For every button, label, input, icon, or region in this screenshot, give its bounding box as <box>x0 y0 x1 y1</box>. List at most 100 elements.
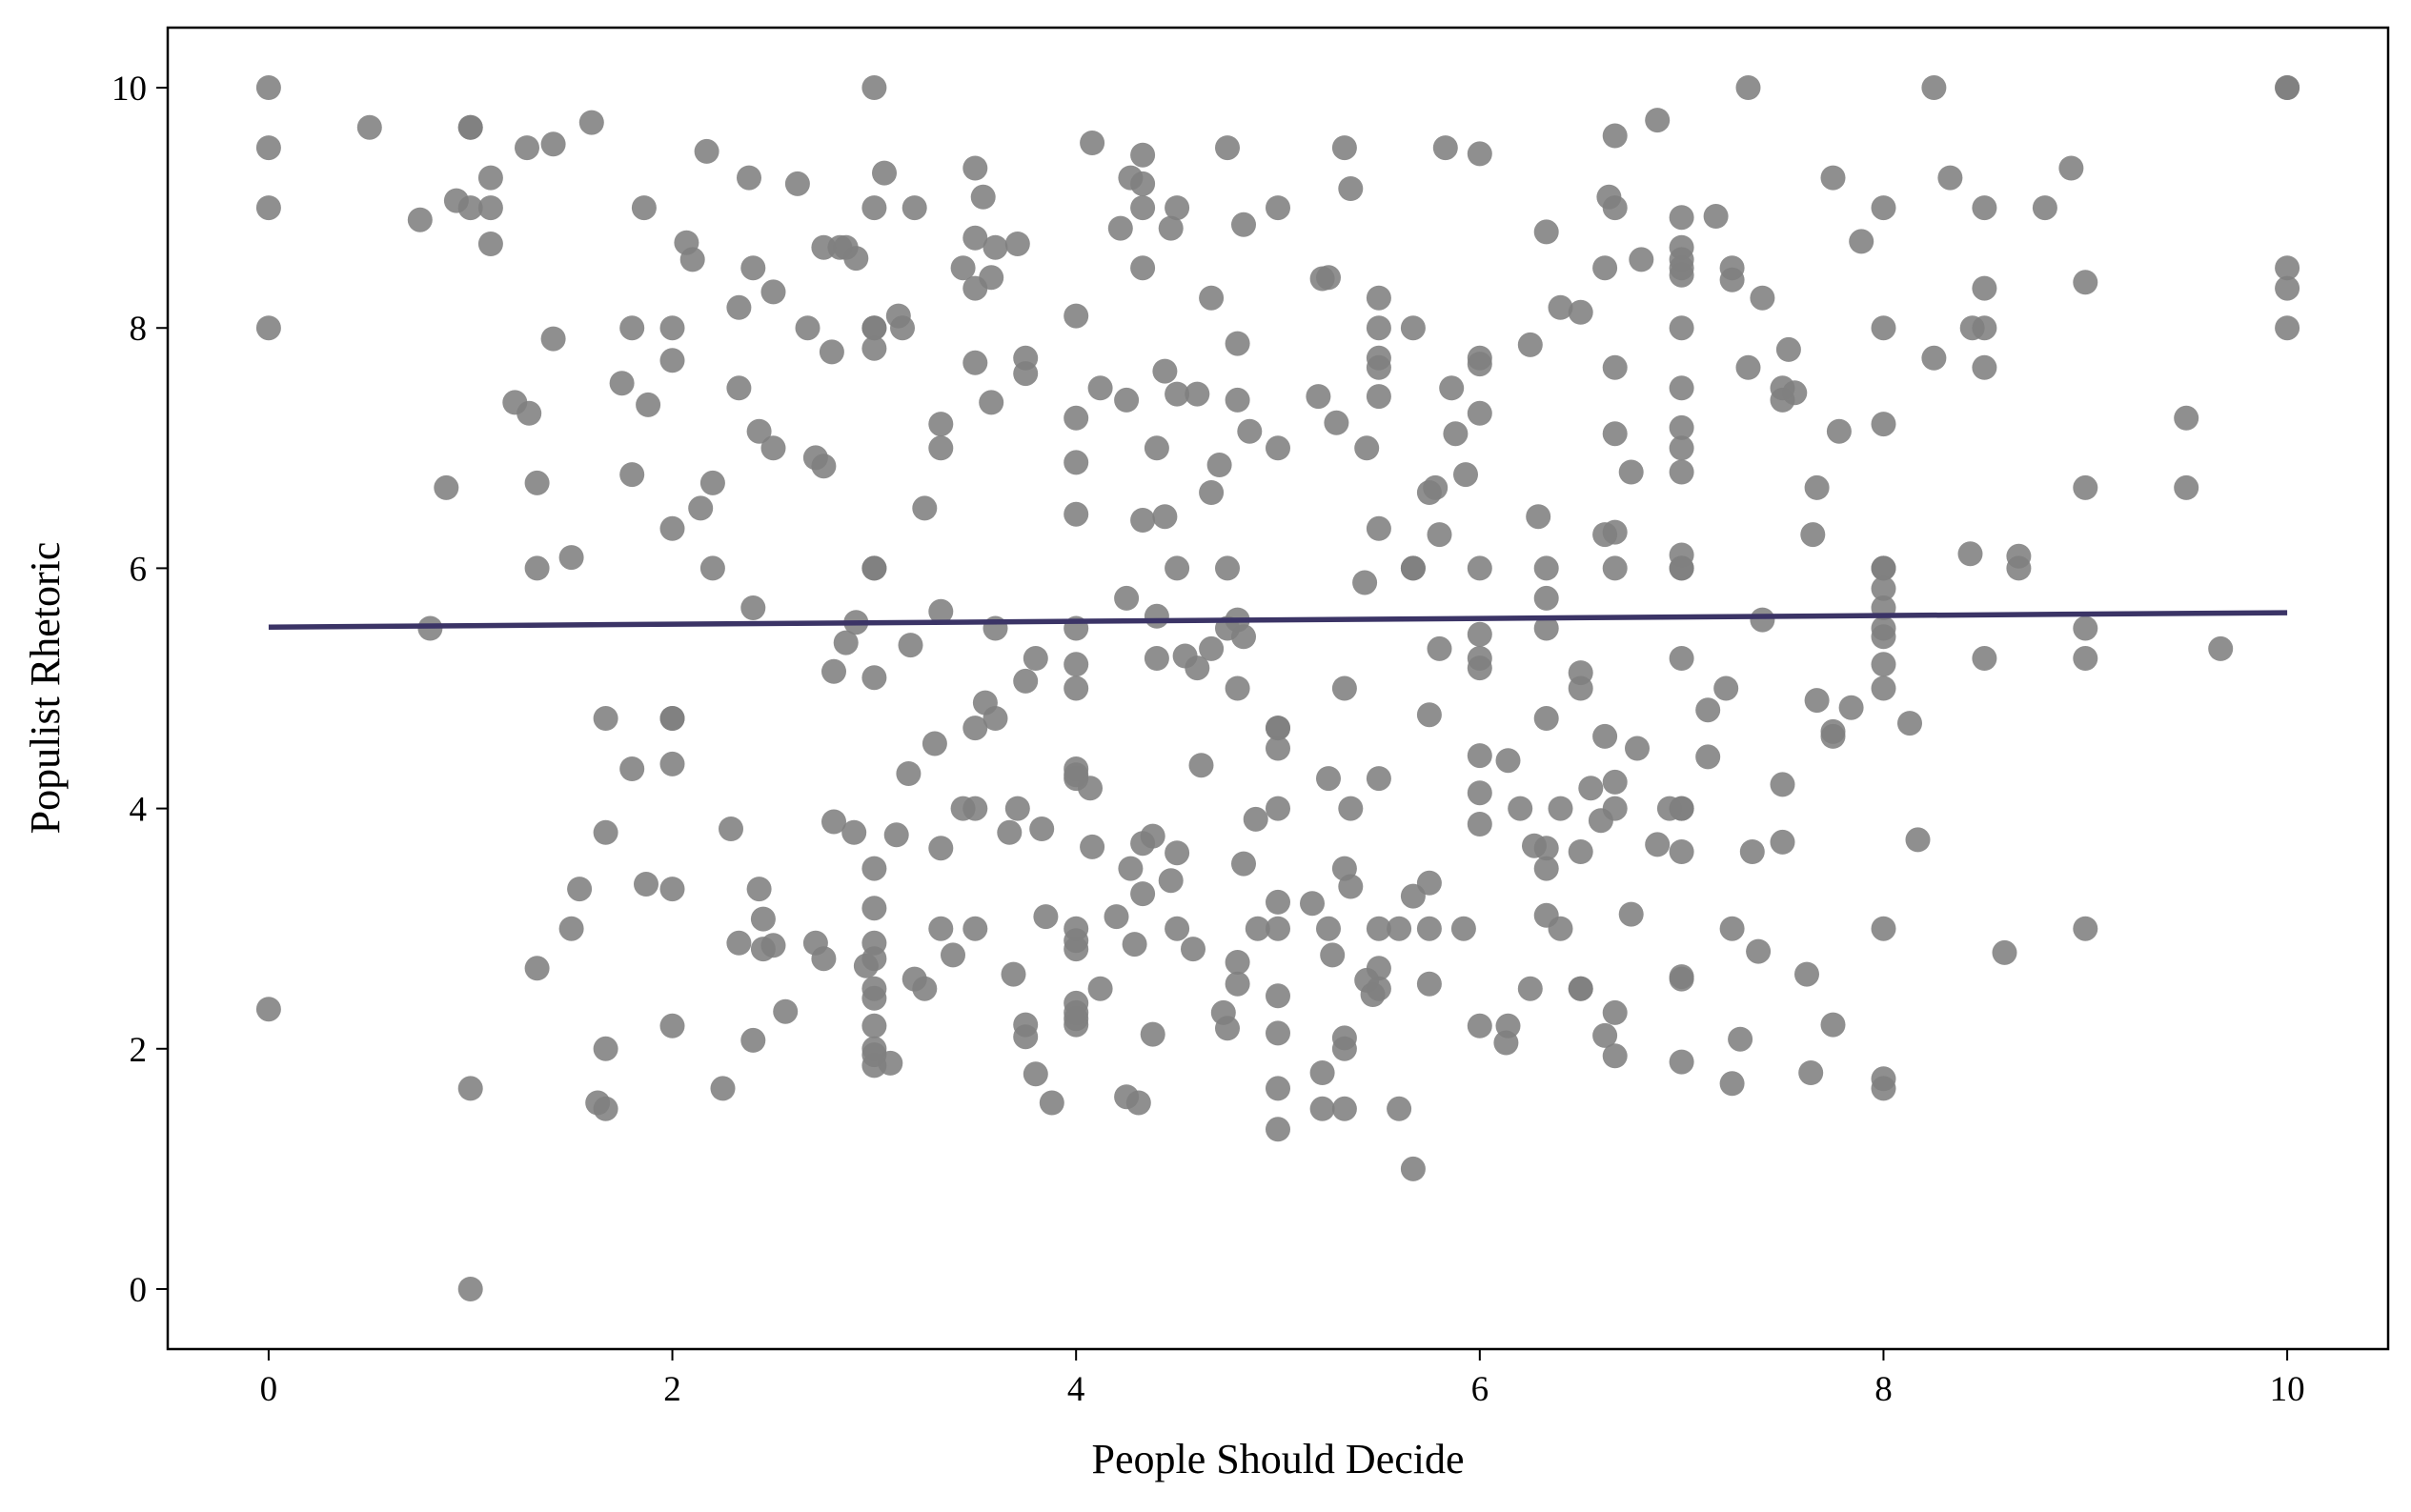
data-point <box>962 796 988 821</box>
data-point <box>631 195 657 221</box>
data-point <box>2073 615 2098 641</box>
data-point <box>979 265 1004 291</box>
data-point <box>1064 501 1089 527</box>
data-point <box>1957 541 1983 567</box>
data-point <box>1309 1060 1335 1085</box>
data-point <box>1188 753 1214 778</box>
data-point <box>773 998 799 1024</box>
data-point <box>2073 646 2098 671</box>
data-point <box>1669 966 1694 992</box>
data-point <box>726 375 752 401</box>
data-point <box>896 761 922 786</box>
data-point <box>679 247 705 272</box>
data-point <box>1130 195 1156 221</box>
data-point <box>1602 1043 1628 1069</box>
data-point <box>821 658 846 684</box>
data-point <box>1158 215 1184 241</box>
data-point <box>255 195 281 221</box>
data-point <box>1517 332 1543 357</box>
data-point <box>1602 354 1628 380</box>
data-point <box>593 1036 618 1061</box>
data-point <box>922 731 947 756</box>
data-point <box>1416 702 1442 728</box>
data-point <box>659 1013 685 1038</box>
data-point <box>1064 405 1089 431</box>
data-point <box>1225 331 1250 356</box>
data-point <box>1618 901 1644 927</box>
data-point <box>1820 1012 1846 1038</box>
data-point <box>1871 1076 1896 1101</box>
data-point <box>477 195 503 221</box>
data-point <box>962 916 988 941</box>
data-point <box>2275 315 2300 341</box>
data-point <box>1820 165 1846 191</box>
data-point <box>1669 839 1694 864</box>
data-point <box>1366 976 1391 1001</box>
data-point <box>356 114 382 140</box>
data-point <box>1782 380 1808 406</box>
data-point <box>1770 829 1795 855</box>
data-point <box>1165 381 1190 407</box>
data-point <box>1669 555 1694 581</box>
data-point <box>1237 418 1263 444</box>
data-point <box>928 916 954 941</box>
data-point <box>1669 315 1694 341</box>
data-point <box>1366 916 1391 941</box>
data-point <box>2275 275 2300 301</box>
data-point <box>1080 834 1105 859</box>
data-point <box>1324 410 1349 435</box>
data-point <box>558 545 584 571</box>
data-point <box>1165 555 1190 581</box>
data-point <box>524 470 550 495</box>
y-axis-title: Populist Rhetoric <box>22 542 69 835</box>
data-point <box>1972 275 1997 301</box>
data-point <box>1320 942 1346 968</box>
data-point <box>1804 474 1830 500</box>
data-point <box>1533 219 1559 245</box>
x-tick-label: 8 <box>1874 1370 1893 1409</box>
data-point <box>1568 839 1593 864</box>
data-point <box>1165 916 1190 941</box>
data-point <box>1144 603 1169 629</box>
data-point <box>861 896 887 921</box>
x-tick-label: 2 <box>663 1370 681 1409</box>
data-point <box>1245 916 1270 941</box>
data-point <box>524 555 550 581</box>
data-point <box>1352 570 1378 595</box>
data-point <box>861 665 887 691</box>
data-point <box>1669 646 1694 671</box>
data-point <box>1439 375 1465 401</box>
x-tick-label: 0 <box>260 1370 278 1409</box>
data-point <box>1064 450 1089 475</box>
data-point <box>746 877 772 902</box>
data-point <box>255 135 281 161</box>
data-point <box>1165 195 1190 221</box>
data-point <box>1316 265 1341 291</box>
data-point <box>912 495 938 521</box>
data-point <box>912 976 938 1001</box>
data-point <box>1719 267 1745 292</box>
data-point <box>740 595 766 620</box>
data-point <box>1029 816 1055 841</box>
data-point <box>1703 204 1729 229</box>
data-point <box>1533 555 1559 581</box>
y-tick-label: 10 <box>111 70 147 109</box>
data-point <box>1645 832 1671 857</box>
data-point <box>2174 474 2199 500</box>
data-point <box>1897 711 1922 736</box>
data-point <box>1225 971 1250 997</box>
data-point <box>2174 405 2199 431</box>
data-point <box>1064 1012 1089 1038</box>
data-point <box>1215 555 1240 581</box>
data-point <box>726 294 752 320</box>
data-point <box>593 706 618 731</box>
data-point <box>1533 585 1559 611</box>
data-point <box>1125 1090 1151 1116</box>
data-point <box>1568 675 1593 701</box>
data-point <box>1266 889 1290 915</box>
data-point <box>1592 723 1618 749</box>
data-point <box>1225 950 1250 975</box>
data-point <box>1033 904 1059 930</box>
data-point <box>1820 723 1846 749</box>
data-point <box>1750 607 1775 633</box>
